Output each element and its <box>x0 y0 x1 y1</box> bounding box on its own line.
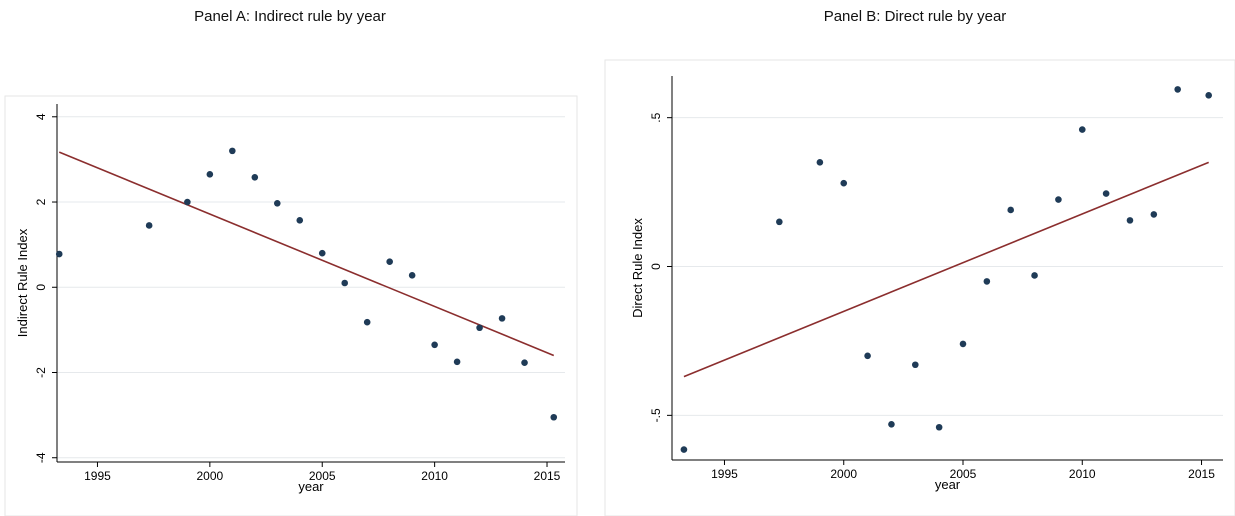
panel-b-x-tick-label: 1995 <box>711 467 738 481</box>
panel-a-x-tick-label: 1995 <box>84 469 111 483</box>
panel-b-y-axis-label: Direct Rule Index <box>630 218 645 318</box>
panel-a-data-point <box>431 341 438 349</box>
panel-a-data-point <box>251 174 259 181</box>
panel-a-x-tick-label: 2005 <box>309 469 336 483</box>
panel-b-x-tick-label: 2005 <box>950 467 977 481</box>
panel-b-chart: -.5 0 .5 1995 2000 2005 2010 2015 year Direct Rul… <box>604 59 1235 516</box>
panel-a-data-point <box>145 222 153 229</box>
panel-a-data-point <box>363 318 371 326</box>
panel-b-data-point <box>959 340 967 348</box>
panel-a-data-point <box>341 279 349 287</box>
panel-a-y-axis-label: Indirect Rule Index <box>15 228 30 337</box>
panel-a-y-tick-label: 4 <box>34 113 48 120</box>
panel-b-y-tick-label: .5 <box>649 112 663 122</box>
panel-a-y-tick-label: 2 <box>34 198 48 205</box>
panel-b-fit-line <box>683 161 1209 378</box>
panel-b-y-tick-label: -.5 <box>649 408 663 422</box>
panel-b-data-point <box>864 352 871 360</box>
panel-b-data-point <box>1078 126 1086 133</box>
panel-a-data-point <box>184 198 191 206</box>
panel-a-data-point <box>550 413 558 421</box>
panel-b-data-point <box>888 420 895 428</box>
panel-a-fit-line <box>58 151 555 357</box>
panel-a-chart: -4 -2 0 2 4 1995 2000 2005 2010 2015 year Indirect … <box>4 95 578 516</box>
panel-a-frame <box>4 95 578 516</box>
panel-b-x-tick-label: 2000 <box>830 467 857 481</box>
panel-a-data-point <box>55 250 63 258</box>
panel-a-data-point <box>296 217 304 224</box>
panel-b-data-point <box>840 179 848 187</box>
panel-a-x-axis-label: year <box>298 479 324 494</box>
panel-b-frame <box>604 59 1235 516</box>
panel-a-title: Panel A: Indirect rule by year <box>194 8 386 25</box>
panel-b-title: Panel B: Direct rule by year <box>823 8 1007 25</box>
panel-b-data-point <box>1174 86 1181 93</box>
panel-a-data-point <box>476 324 483 332</box>
panel-b-data-point <box>776 218 783 226</box>
panel-b-data-point <box>1205 92 1212 99</box>
panel-a-x-tick-label: 2010 <box>421 469 448 483</box>
panel-a-data-point <box>521 359 528 366</box>
panel-b-data-point <box>1150 211 1158 218</box>
panel-b-x-tick-label: 2015 <box>1188 467 1215 481</box>
panel-a-data-point <box>453 358 461 366</box>
panel-a-data-point <box>386 258 393 265</box>
panel-a-data-point <box>408 272 416 279</box>
panel-b-data-point <box>680 446 688 453</box>
panel-b-data-point <box>1007 206 1015 214</box>
panel-a-data-point <box>498 315 506 322</box>
panel-b-data-point <box>1102 190 1110 197</box>
panel-a-y-tick-label: -4 <box>34 452 48 463</box>
panel-b-y-tick-label: 0 <box>649 263 663 270</box>
panel-b-data-point <box>935 423 943 431</box>
panel-a-data-point <box>318 249 326 257</box>
panel-a-x-tick-label: 2015 <box>534 469 561 483</box>
panel-b-x-axis-label: year <box>935 477 961 492</box>
panel-b-data-point <box>1126 217 1134 224</box>
panel-a-y-tick-label: -2 <box>34 367 48 378</box>
panel-a-y-tick-label: 0 <box>34 284 48 291</box>
panel-b-data-point <box>983 278 991 285</box>
panel-b-data-point <box>1055 196 1062 203</box>
panel-b-data-point <box>1031 272 1038 279</box>
panel-b-data-point <box>911 361 919 369</box>
panel-a-x-tick-label: 2000 <box>196 469 223 483</box>
panel-a-data-point <box>229 147 236 155</box>
panel-a-data-point <box>273 200 281 207</box>
panel-b-x-tick-label: 2010 <box>1069 467 1096 481</box>
panel-a-data-point <box>206 171 214 178</box>
panel-b-data-point <box>816 159 824 166</box>
